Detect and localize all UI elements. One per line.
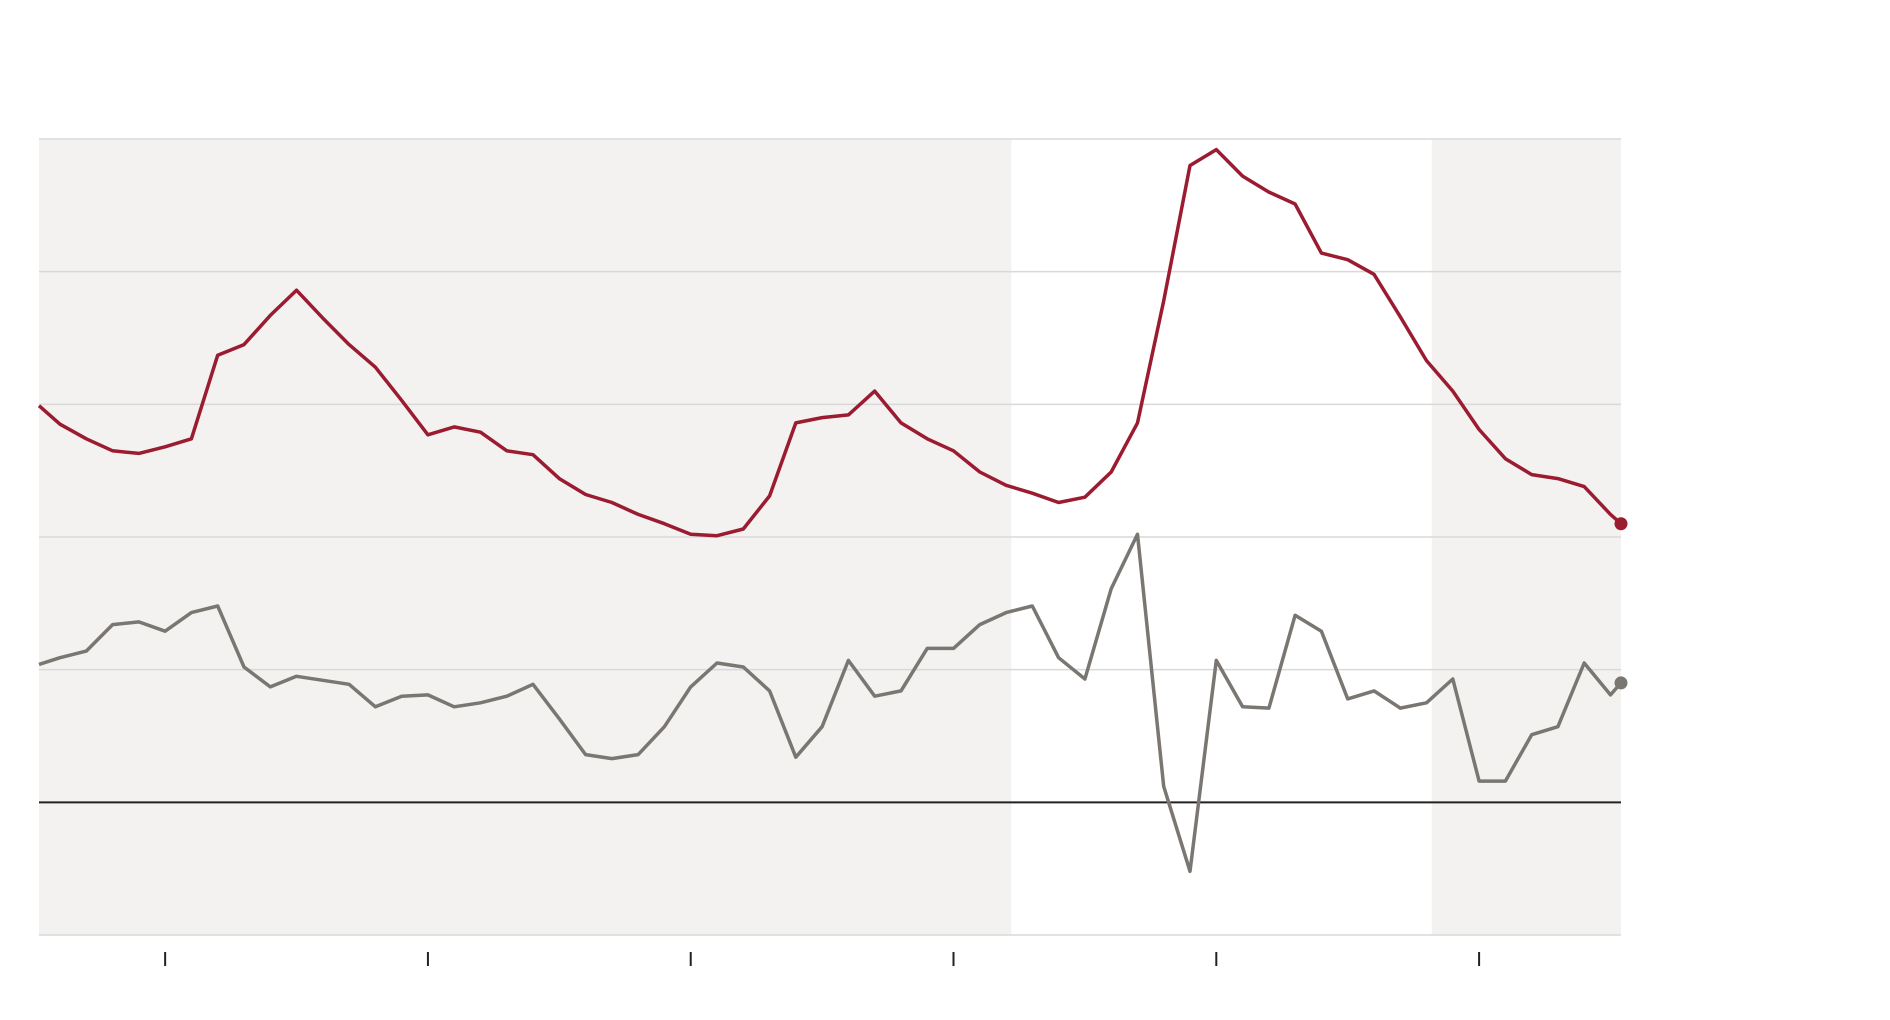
gridlines bbox=[39, 138, 1621, 936]
series-lines bbox=[37, 147, 1628, 874]
x-axis-ticks bbox=[164, 952, 1481, 966]
series-end-marker-1 bbox=[1614, 517, 1628, 531]
series-line-1 bbox=[37, 147, 1623, 538]
series-end-marker-2 bbox=[1614, 676, 1628, 690]
series-line-2 bbox=[38, 532, 1623, 874]
